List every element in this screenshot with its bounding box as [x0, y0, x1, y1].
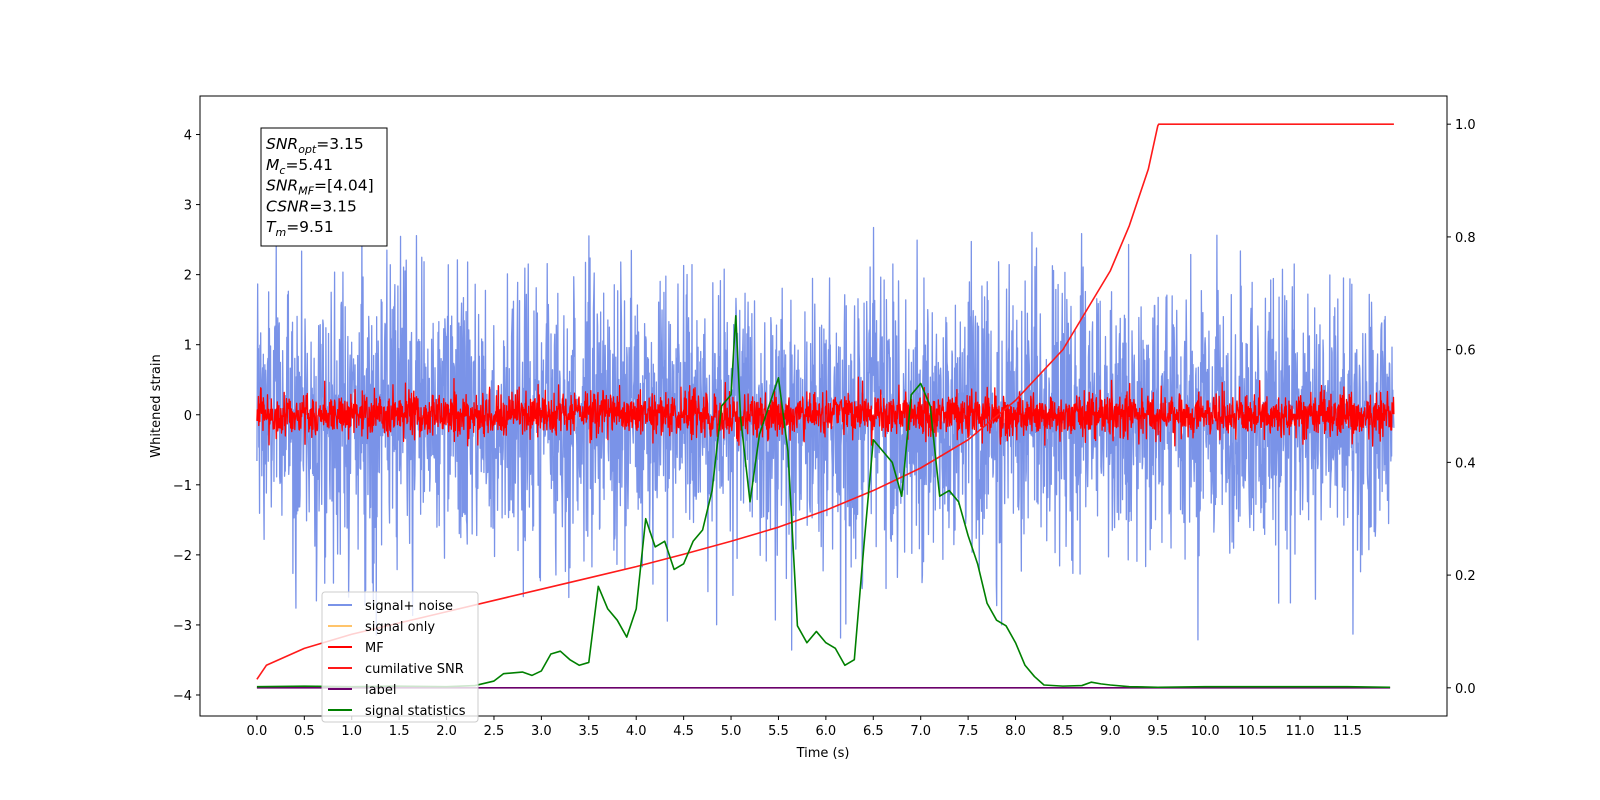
y-tick-label: −4 — [173, 689, 192, 704]
legend-label: signal+ noise — [365, 599, 453, 614]
annotation-symbol: SNR — [266, 177, 298, 195]
x-tick-label: 8.0 — [1005, 724, 1026, 739]
annotation-subscript: MF — [298, 185, 314, 198]
x-tick-label: 2.5 — [484, 724, 505, 739]
x-tick-label: 10.0 — [1191, 724, 1220, 739]
annotation-value: =5.41 — [285, 156, 333, 174]
legend-label: MF — [365, 641, 384, 656]
y-tick-label: 3 — [184, 199, 192, 214]
x-tick-label: 9.0 — [1100, 724, 1121, 739]
y2-tick-label: 1.0 — [1455, 118, 1476, 133]
legend: signal+ noise signal only MF cumilative SNR… — [321, 591, 479, 723]
x-tick-label: 5.5 — [768, 724, 789, 739]
x-tick-label: 6.0 — [816, 724, 837, 739]
annotation-symbol: SNR — [266, 135, 298, 153]
x-tick-label: 2.0 — [436, 724, 457, 739]
y-axis-right: 0.0 0.2 0.4 0.6 0.8 1.0 — [1447, 118, 1476, 697]
y2-tick-label: 0.8 — [1455, 231, 1476, 246]
x-tick-label: 0.0 — [247, 724, 268, 739]
y-tick-label: −1 — [173, 479, 192, 494]
annotation-line: SNRopt=3.15 — [266, 135, 364, 156]
y2-tick-label: 0.4 — [1455, 456, 1476, 471]
x-tick-label: 0.5 — [294, 724, 315, 739]
x-axis-title: Time (s) — [796, 746, 850, 761]
annotation-symbol: T — [266, 218, 277, 236]
annotation-line: Mc=5.41 — [266, 156, 333, 177]
y2-tick-label: 0.2 — [1455, 569, 1476, 584]
x-tick-label: 11.5 — [1333, 724, 1362, 739]
x-tick-label: 6.5 — [863, 724, 884, 739]
y-axis-left: −4 −3 −2 −1 0 1 2 3 4 — [173, 129, 200, 704]
legend-label: cumilative SNR — [365, 662, 464, 677]
annotation-line: SNRMF=[4.04] — [266, 177, 374, 198]
annotation-line: CSNR=3.15 — [266, 197, 357, 215]
y-tick-label: 0 — [184, 409, 192, 424]
annotation-frame — [260, 127, 388, 247]
x-axis: 0.0 0.5 1.0 1.5 2.0 2.5 3.0 3.5 4.0 4.5 5.0 5.5 6.0 6… — [247, 716, 1362, 739]
annotation-value: =9.51 — [286, 218, 334, 236]
y2-tick-label: 0.0 — [1455, 682, 1476, 697]
annotation-line: Tm=9.51 — [266, 218, 334, 239]
annotation-value: =3.15 — [316, 135, 364, 153]
legend-frame — [321, 591, 479, 723]
x-tick-label: 3.0 — [531, 724, 552, 739]
y-tick-label: −3 — [173, 619, 192, 634]
annotation-value: =3.15 — [309, 197, 357, 215]
series-line-signal-statistics — [256, 315, 1391, 689]
y-tick-label: 2 — [184, 269, 192, 284]
axes-frame — [199, 95, 1448, 717]
annotation-subscript: c — [279, 164, 285, 177]
y-tick-label: 4 — [184, 129, 192, 144]
series-line-signal-noise — [256, 222, 1395, 651]
x-tick-label: 5.0 — [721, 724, 742, 739]
x-tick-label: 8.5 — [1053, 724, 1074, 739]
annotation-box: SNRopt=3.15Mc=5.41SNRMF=[4.04]CSNR=3.15T… — [260, 127, 388, 247]
annotation-subscript: m — [275, 226, 286, 239]
x-tick-label: 1.5 — [389, 724, 410, 739]
x-tick-label: 7.5 — [958, 724, 979, 739]
y-tick-label: 1 — [184, 339, 192, 354]
x-tick-label: 4.5 — [673, 724, 694, 739]
y2-tick-label: 0.6 — [1455, 344, 1476, 359]
annotation-subscript: opt — [298, 143, 317, 156]
legend-label: signal only — [365, 620, 435, 635]
annotation-symbol: M — [266, 156, 279, 174]
x-tick-label: 9.5 — [1147, 724, 1168, 739]
legend-label: signal statistics — [365, 704, 466, 719]
legend-label: label — [365, 683, 396, 698]
annotation-symbol: CSNR — [266, 197, 309, 215]
y-tick-label: −2 — [173, 549, 192, 564]
x-tick-label: 11.0 — [1286, 724, 1315, 739]
x-tick-label: 3.5 — [578, 724, 599, 739]
x-tick-label: 4.0 — [626, 724, 647, 739]
x-tick-label: 1.0 — [341, 724, 362, 739]
y-axis-title: Whitened strain — [149, 354, 164, 457]
series-line-mf — [256, 376, 1395, 447]
x-tick-label: 7.0 — [910, 724, 931, 739]
x-tick-label: 10.5 — [1238, 724, 1267, 739]
annotation-value: =[4.04] — [314, 177, 374, 195]
